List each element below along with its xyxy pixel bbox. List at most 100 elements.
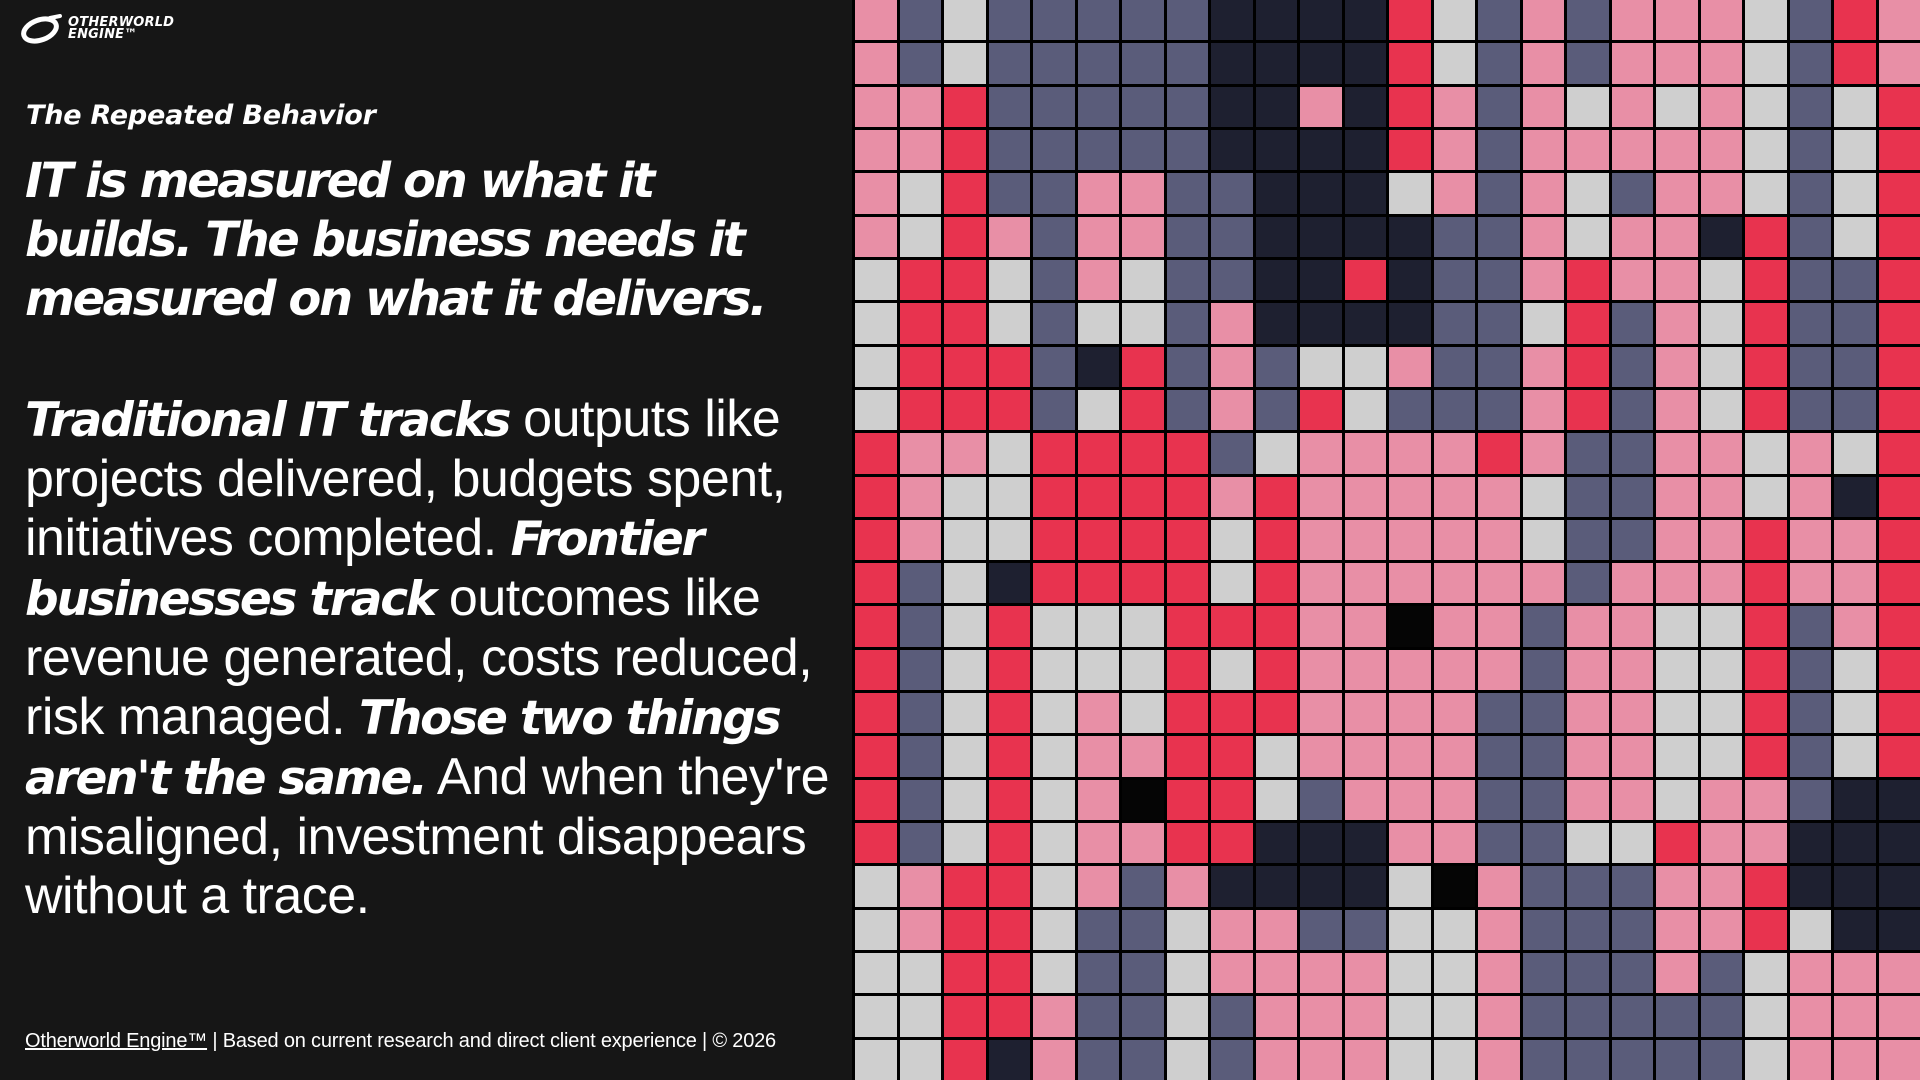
mosaic-tile [1433,303,1475,344]
mosaic-tile [1166,0,1208,41]
mosaic-tile [1878,1039,1920,1080]
mosaic-tile [1834,563,1876,604]
mosaic-tile [1033,649,1075,691]
mosaic-tile [1211,389,1253,431]
mosaic-tile [988,259,1030,301]
section-eyebrow: The Repeated Behavior [26,100,376,131]
mosaic-tile [1522,43,1564,84]
mosaic-tile [899,909,941,951]
mosaic-tile [1745,259,1787,301]
mosaic-tile [1878,303,1920,344]
mosaic-tile [1478,823,1520,864]
mosaic-tile [1878,606,1920,647]
mosaic-tile [1700,996,1742,1037]
mosaic-tile [1878,433,1920,474]
mosaic-tile [1433,216,1475,257]
mosaic-tile [1567,823,1609,864]
footer-brand-link[interactable]: Otherworld Engine™ [25,1030,208,1052]
mosaic-tile [1745,909,1787,951]
mosaic-tile [1611,0,1653,41]
mosaic-tile [1389,909,1431,951]
mosaic-tile [1478,129,1520,171]
mosaic-tile [1344,996,1386,1037]
mosaic-tile [1745,736,1787,777]
mosaic-tile [1700,433,1742,474]
mosaic-tile [1700,563,1742,604]
mosaic-tile [855,563,897,604]
mosaic-tile [1834,953,1876,994]
mosaic-tile [1033,216,1075,257]
mosaic-tile [1033,86,1075,127]
mosaic-tile [1567,649,1609,691]
mosaic-tile [1567,389,1609,431]
mosaic-tile [1077,259,1119,301]
mosaic-tile [1789,129,1831,171]
mosaic-tile [988,519,1030,561]
mosaic-tile [1700,389,1742,431]
mosaic-tile [1033,346,1075,387]
mosaic-tile [1300,996,1342,1037]
mosaic-tile [1211,866,1253,907]
mosaic-tile [1656,909,1698,951]
mosaic-tile [1122,736,1164,777]
mosaic-tile [1567,519,1609,561]
mosaic-tile [944,1039,986,1080]
mosaic-tile [1300,909,1342,951]
mosaic-tile [1122,43,1164,84]
mosaic-tile [1611,953,1653,994]
mosaic-tile [1166,519,1208,561]
mosaic-tile [1389,736,1431,777]
mosaic-tile [1300,649,1342,691]
mosaic-tile [1611,43,1653,84]
mosaic-tile [1522,0,1564,41]
mosaic-tile [1344,0,1386,41]
mosaic-tile [1344,649,1386,691]
mosaic-tile [1077,129,1119,171]
mosaic-tile [1077,909,1119,951]
mosaic-tile [1344,909,1386,951]
mosaic-tile [944,173,986,214]
mosaic-tile [1300,259,1342,301]
mosaic-tile [1033,823,1075,864]
mosaic-tile [1745,346,1787,387]
mosaic-tile [1255,173,1297,214]
mosaic-tile [1300,866,1342,907]
mosaic-tile [1077,649,1119,691]
mosaic-tile [899,1039,941,1080]
mosaic-tile [1255,0,1297,41]
mosaic-tile [1789,649,1831,691]
mosaic-tile [1656,433,1698,474]
mosaic-tile [1433,476,1475,517]
body-paragraph: Traditional IT tracks outputs like proje… [25,390,845,926]
mosaic-tile [1166,173,1208,214]
mosaic-tile [899,476,941,517]
mosaic-tile [1033,693,1075,734]
mosaic-tile [855,303,897,344]
mosaic-tile [1834,823,1876,864]
mosaic-tile [1834,129,1876,171]
mosaic-tile [1656,259,1698,301]
mosaic-tile [1878,693,1920,734]
mosaic-tile [1166,433,1208,474]
mosaic-tile [988,649,1030,691]
mosaic-tile [1478,389,1520,431]
mosaic-tile [944,779,986,821]
mosaic-tile [1567,1039,1609,1080]
mosaic-tile [1611,1039,1653,1080]
mosaic-tile [1656,606,1698,647]
mosaic-tile [1033,129,1075,171]
mosaic-tile [1389,1039,1431,1080]
mosaic-tile [944,346,986,387]
mosaic-tile [1255,86,1297,127]
mosaic-tile [1522,216,1564,257]
mosaic-tile [855,866,897,907]
mosaic-tile [855,476,897,517]
mosaic-tile [1522,953,1564,994]
mosaic-tile [1344,433,1386,474]
mosaic-tile [1478,996,1520,1037]
mosaic-tile [1300,43,1342,84]
mosaic-tile [1433,736,1475,777]
mosaic-tile [855,433,897,474]
mosaic-tile [988,173,1030,214]
mosaic-tile [1789,259,1831,301]
